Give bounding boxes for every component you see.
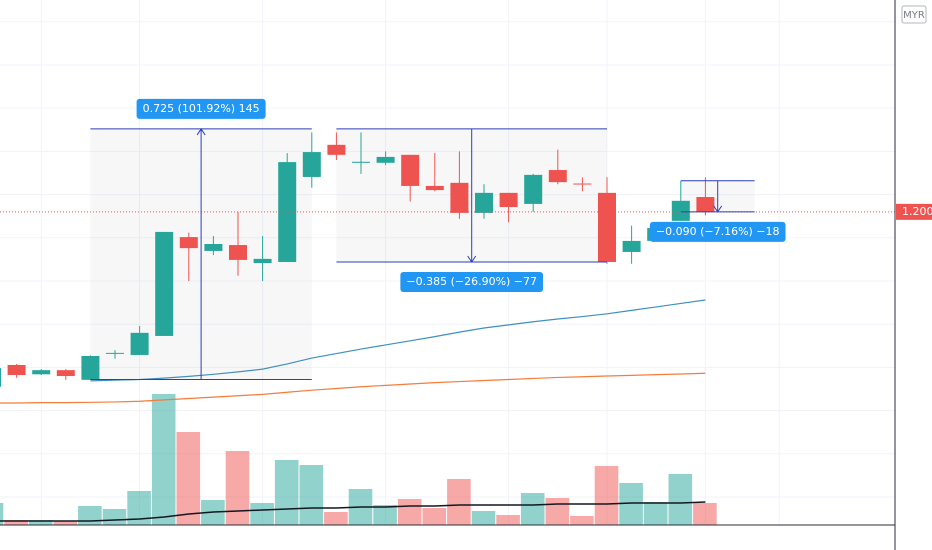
candle-body (106, 352, 124, 354)
volume-bar (0, 503, 4, 525)
volume-bar (619, 483, 643, 525)
candle-body (425, 185, 444, 191)
volume-bar (176, 432, 201, 525)
candle-body (352, 161, 370, 163)
volume-bar (4, 520, 28, 525)
volume-bar (373, 505, 397, 525)
volume-ma-line (0, 501, 706, 522)
volume-bar (496, 515, 520, 525)
volume-bar (151, 394, 176, 525)
volume-bar (102, 509, 127, 525)
candle-body (573, 183, 592, 185)
time-axis-panel (0, 525, 895, 550)
candle-body (179, 237, 198, 249)
volume-bar (78, 506, 102, 525)
candle-body (56, 370, 75, 377)
measure-arrowhead (713, 205, 723, 213)
candle-body (622, 240, 641, 252)
candle-body (130, 332, 149, 355)
volume-bar (643, 502, 668, 525)
measure-label: −0.090 (−7.16%) −18 (649, 221, 786, 242)
volume-bar (668, 474, 693, 525)
candle-body (278, 162, 297, 262)
volume-bar (274, 460, 299, 525)
candle-body (155, 231, 174, 336)
candle-body (376, 156, 395, 163)
measure-label-text: 0.725 (101.92%) 145 (143, 102, 260, 115)
plot-area (0, 0, 895, 525)
volume-bar (127, 491, 151, 525)
volume-bar (397, 499, 422, 525)
volume-bar (422, 508, 447, 525)
measure-label-box (136, 98, 266, 119)
volume-bar (225, 451, 250, 525)
candle-body (302, 152, 321, 177)
candle-body (253, 258, 272, 264)
volume-bar (447, 479, 471, 525)
measure-label-text: −0.385 (−26.90%) −77 (406, 275, 537, 288)
volume-bar (299, 465, 324, 525)
candle-body (671, 200, 690, 221)
volume-bar (28, 520, 53, 525)
volume-bar (693, 503, 717, 525)
currency-box[interactable] (901, 5, 927, 24)
candle-body (7, 364, 26, 375)
volume-bar (53, 521, 78, 525)
last-price-label: 1.200 (902, 205, 932, 218)
candle-body (32, 370, 51, 375)
candle-body (204, 244, 223, 251)
last-price-box (896, 203, 932, 220)
measure-label: 0.725 (101.92%) 145 (136, 98, 266, 119)
price-axis-panel (895, 0, 932, 550)
volume-bar (594, 466, 619, 525)
measure-label: −0.385 (−26.90%) −77 (400, 271, 544, 292)
ma-line (0, 372, 706, 404)
candle-body (327, 144, 346, 155)
candle-body (450, 182, 469, 213)
measure-label-text: −0.090 (−7.16%) −18 (656, 225, 780, 238)
candle-body (475, 192, 493, 213)
candle-body (81, 355, 100, 380)
volume-bar (570, 516, 594, 525)
measure-label-box (649, 221, 786, 242)
measure-arrowhead (467, 255, 477, 263)
volume-bar (250, 503, 274, 525)
currency: MYR (903, 10, 925, 21)
ma-line (90, 299, 706, 382)
candle-body (548, 170, 567, 183)
candle-body (499, 192, 518, 208)
measure-arrowhead (196, 128, 206, 136)
measure-label-box (400, 271, 544, 292)
volume-bar (545, 498, 570, 525)
candle-body (524, 174, 543, 204)
volume-bar (471, 511, 496, 525)
candle-body (401, 154, 420, 186)
volume-bar (324, 512, 348, 525)
candle-body (696, 197, 715, 212)
candle-body (0, 368, 1, 387)
candle-body (598, 192, 616, 262)
candle-body (229, 245, 247, 260)
volume-bar (520, 493, 545, 525)
